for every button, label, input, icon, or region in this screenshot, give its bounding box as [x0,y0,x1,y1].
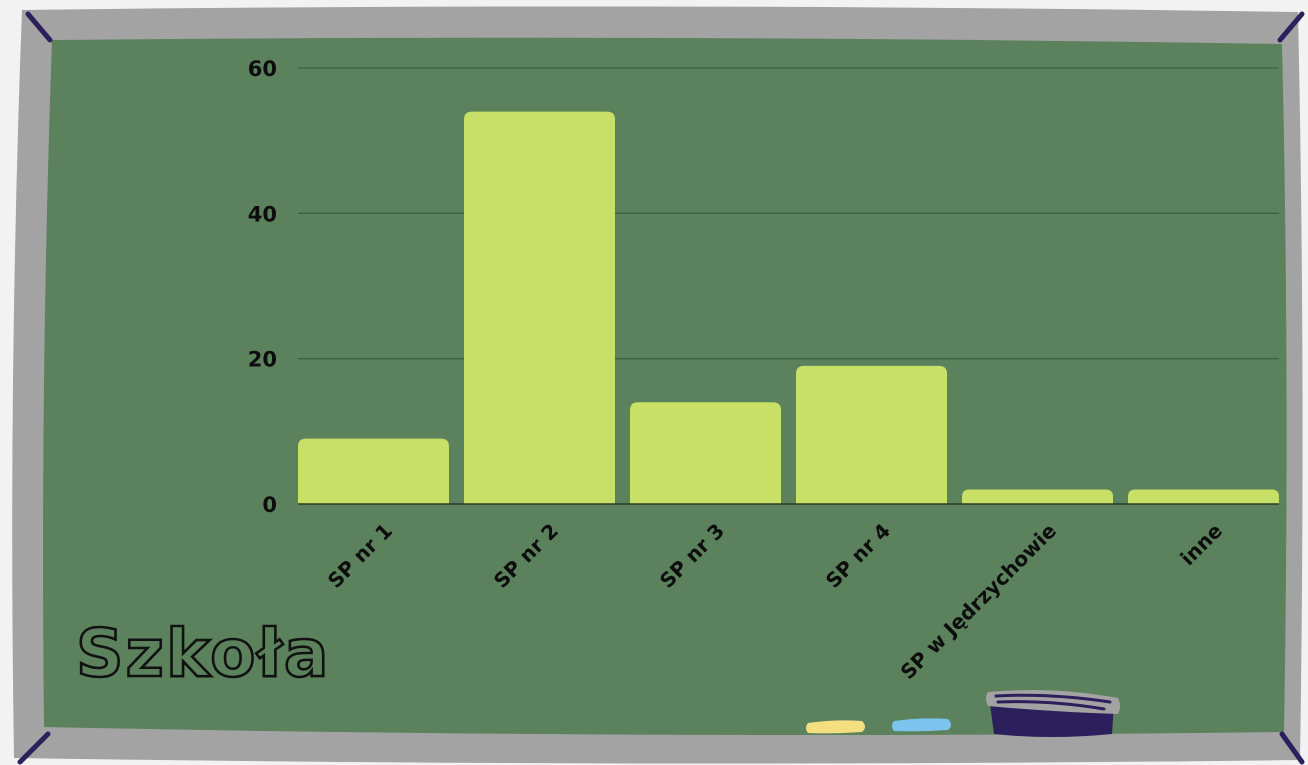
y-tick-labels: 0 20 40 60 [248,57,277,517]
chalk-and-eraser [806,690,1120,737]
y-tick-label: 60 [248,57,277,81]
bar [796,365,947,504]
board-surface [43,37,1287,736]
bar [1128,489,1279,504]
yellow-chalk-icon [806,720,865,734]
corner-accent [17,731,51,765]
y-gridlines [298,67,1279,360]
y-tick-label: 40 [248,202,277,226]
y-tick-label: 20 [248,348,277,372]
bar [298,438,449,504]
blue-chalk-icon [892,718,951,732]
corner-accent [1279,731,1305,765]
bar [464,111,615,504]
chart-title: Szkoła [76,615,330,692]
bar [962,489,1113,504]
bars [298,111,1279,504]
corner-accent [25,11,53,43]
eraser-icon [986,690,1120,737]
y-tick-label: 0 [262,493,277,517]
corner-accents [17,11,1305,765]
bar [630,402,781,504]
corner-accent [1277,11,1305,43]
